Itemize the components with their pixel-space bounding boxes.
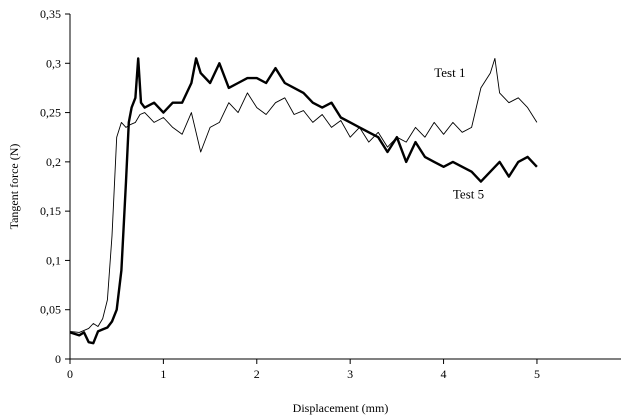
- x-tick-label: 5: [534, 367, 540, 381]
- y-tick-label: 0,2: [46, 155, 61, 169]
- y-tick-label: 0,25: [40, 106, 61, 120]
- y-axis-title: Tangent force (N): [7, 144, 21, 230]
- series-line-2: [69, 57, 538, 345]
- x-axis-ticks: 0 1 2 3 4 5: [67, 359, 540, 381]
- series-line-1: [69, 57, 538, 333]
- series-layer: [69, 57, 538, 345]
- y-tick-label: 0: [55, 352, 61, 366]
- x-tick-label: 4: [441, 367, 447, 381]
- series-annotation: Test 5: [453, 186, 484, 201]
- y-tick-label: 0,35: [40, 7, 61, 21]
- y-tick-label: 0,1: [46, 253, 61, 267]
- y-tick-label: 0,05: [40, 303, 61, 317]
- annotations: Test 1 Test 5: [434, 65, 484, 201]
- x-tick-label: 3: [347, 367, 353, 381]
- x-axis-title: Displacement (mm): [293, 401, 389, 415]
- series-annotation: Test 1: [434, 65, 465, 80]
- axes: [69, 14, 621, 360]
- y-axis-ticks: 0 0,05 0,1 0,15 0,2 0,25 0,3 0,35: [40, 7, 70, 366]
- x-tick-label: 1: [160, 367, 166, 381]
- x-tick-label: 2: [254, 367, 260, 381]
- y-tick-label: 0,15: [40, 204, 61, 218]
- x-tick-label: 0: [67, 367, 73, 381]
- y-tick-label: 0,3: [46, 56, 61, 70]
